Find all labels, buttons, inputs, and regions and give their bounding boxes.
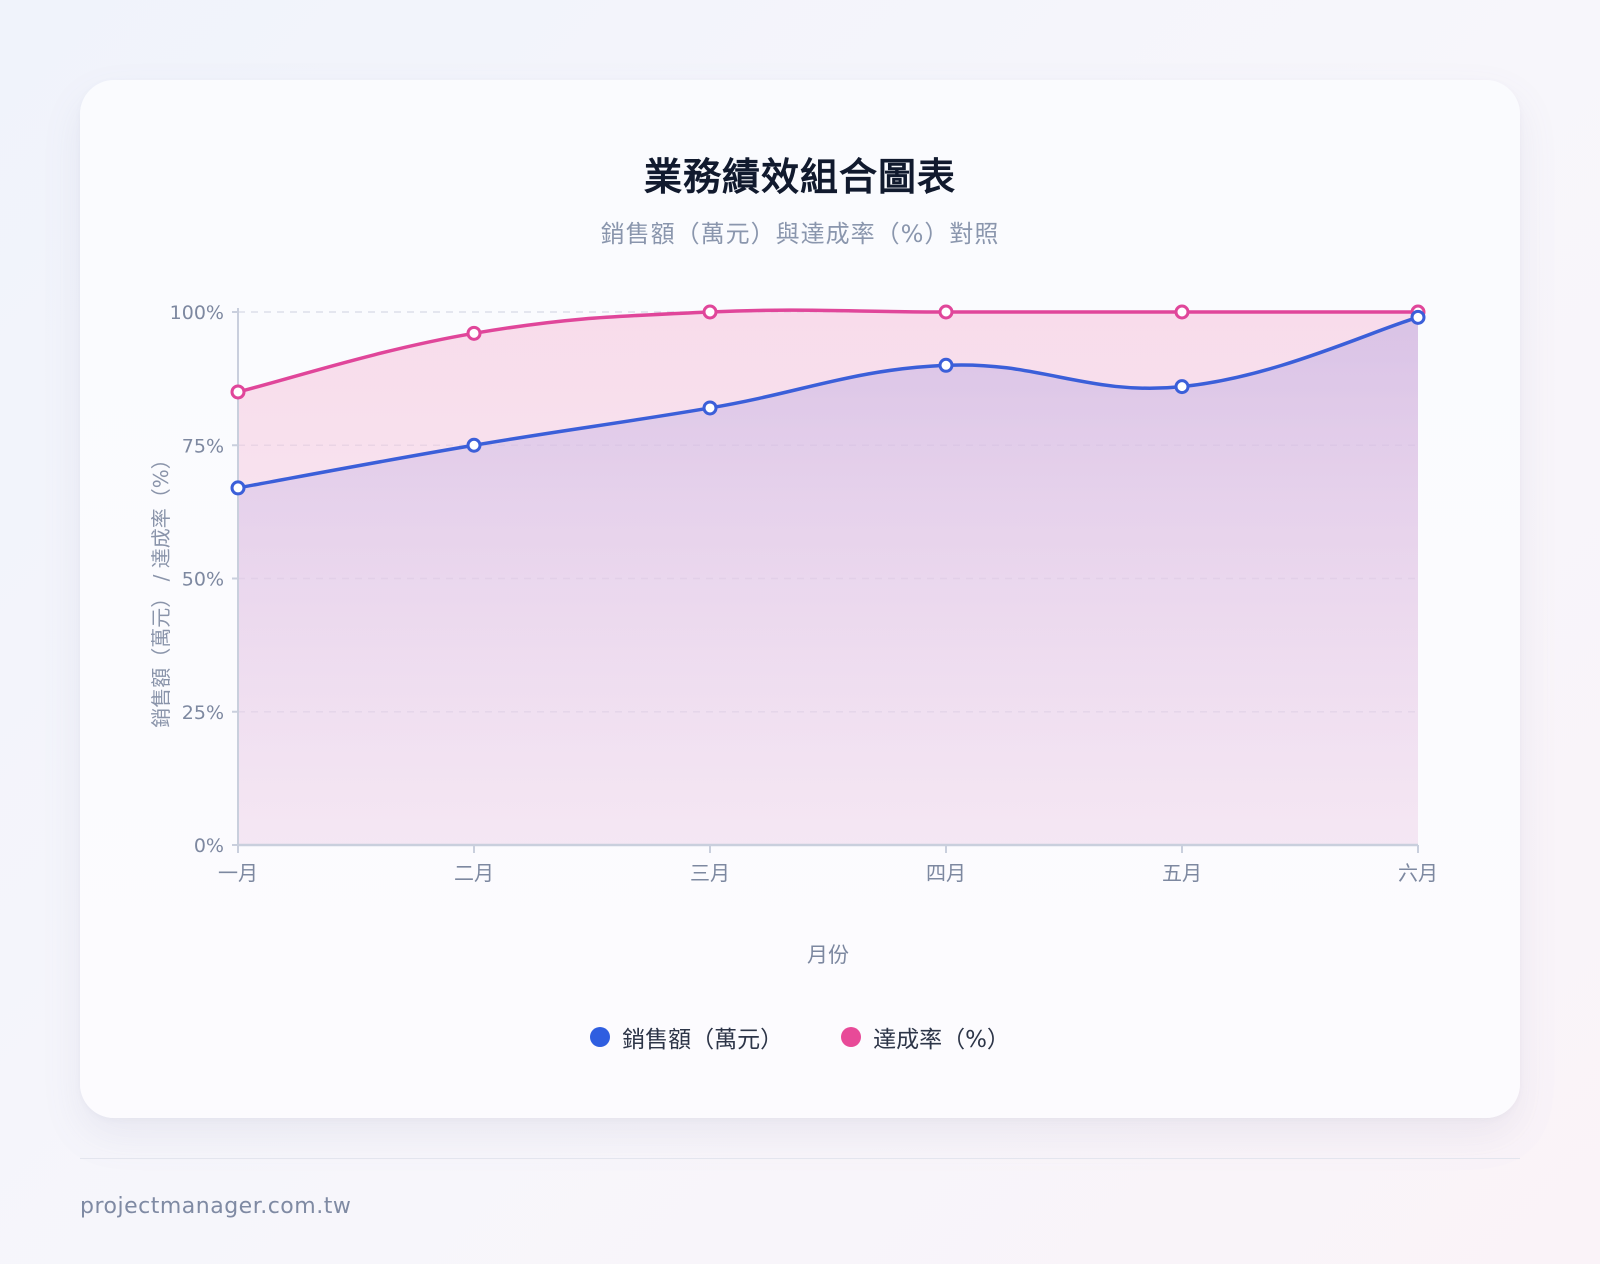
chart-card: 業務績效組合圖表 銷售額（萬元）與達成率（%）對照 一月 二月 三月 四月 五月 六月 0%… (80, 80, 1520, 1118)
x-tick-label-1: 二月 (454, 861, 494, 885)
y-tick-label-0: 0% (194, 835, 224, 857)
x-tick-label-2: 三月 (690, 861, 730, 885)
y-tick-label-2: 50% (182, 569, 224, 591)
combo-area-chart: 一月 二月 三月 四月 五月 六月 0% 25% 50% 75% 100% 月份 銷售額（萬元） / 達… (149, 302, 1438, 967)
series-line-rate (237, 308, 1418, 394)
x-tick-label-0: 一月 (218, 861, 258, 885)
x-tick-label-4: 五月 (1162, 861, 1202, 885)
legend-label-sales: 銷售額（萬元） (622, 1027, 784, 1053)
y-tick-label-4: 100% (170, 302, 224, 324)
chart-title: 業務績效組合圖表 (643, 155, 956, 199)
point-rate-0 (230, 384, 246, 400)
area-sales (238, 317, 1418, 845)
point-rate-4 (1174, 304, 1190, 320)
x-axis-title: 月份 (807, 943, 849, 967)
y-tick-label-1: 25% (182, 702, 224, 724)
point-sales-3 (938, 357, 954, 373)
legend-swatch-rate (841, 1027, 862, 1047)
x-tick-label-3: 四月 (926, 861, 966, 885)
legend-swatch-sales (590, 1027, 611, 1047)
point-sales-2 (702, 400, 718, 416)
point-sales-5 (1410, 309, 1426, 325)
series-line-sales (237, 315, 1419, 490)
point-rate-2 (702, 304, 718, 320)
point-sales-0 (230, 480, 246, 496)
point-sales-1 (466, 437, 482, 453)
y-axis-title: 銷售額（萬元） / 達成率（%） (149, 449, 173, 727)
chart-subtitle: 銷售額（萬元）與達成率（%）對照 (600, 220, 1000, 248)
footer-divider (80, 1158, 1520, 1159)
chart-legend: 銷售額（萬元） 達成率（%） (80, 1020, 1520, 1054)
x-tick-label-5: 六月 (1398, 861, 1438, 885)
legend-item-rate[interactable]: 達成率（%） (841, 1020, 1010, 1054)
footer-site[interactable]: projectmanager.com.tw (80, 1194, 352, 1219)
point-rate-3 (938, 304, 954, 320)
legend-item-sales[interactable]: 銷售額（萬元） (590, 1020, 783, 1054)
point-sales-4 (1174, 379, 1190, 395)
y-tick-label-3: 75% (182, 435, 224, 457)
legend-label-rate: 達成率（%） (873, 1027, 1010, 1053)
point-rate-1 (466, 325, 482, 341)
